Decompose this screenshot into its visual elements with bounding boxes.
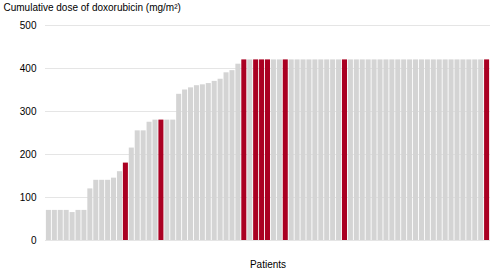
- svg-text:0: 0: [31, 235, 37, 246]
- svg-text:300: 300: [20, 106, 37, 117]
- svg-text:200: 200: [20, 149, 37, 160]
- svg-text:400: 400: [20, 63, 37, 74]
- svg-text:500: 500: [20, 20, 37, 31]
- svg-text:Cumulative dose of doxorubicin: Cumulative dose of doxorubicin (mg/m²): [4, 2, 181, 13]
- svg-text:100: 100: [20, 192, 37, 203]
- svg-text:Patients: Patients: [250, 259, 286, 270]
